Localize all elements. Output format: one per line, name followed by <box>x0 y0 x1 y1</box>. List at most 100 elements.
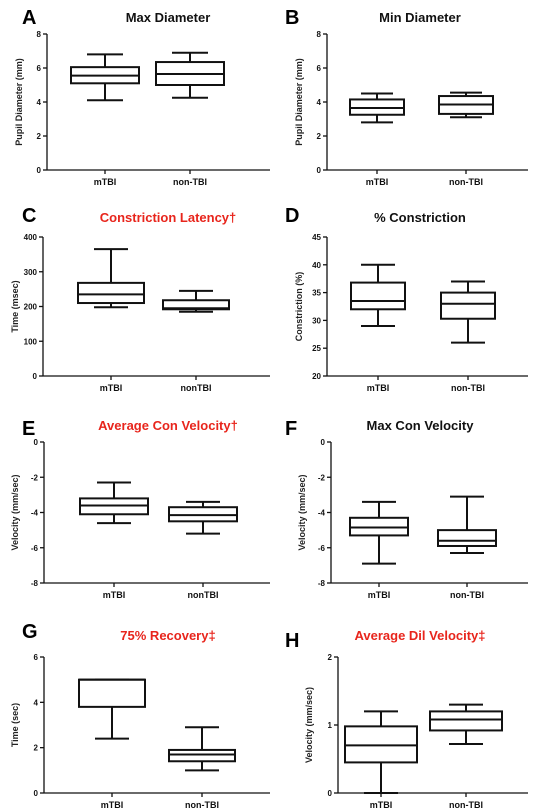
box-nontbi <box>162 289 230 313</box>
y-tick-label: 25 <box>312 344 321 353</box>
y-tick-label: 0 <box>317 166 322 175</box>
chart-title: Max Diameter <box>126 10 211 25</box>
chart-title: Average Con Velocity† <box>98 418 238 433</box>
y-tick-label: -4 <box>318 509 326 518</box>
x-tick-label: mTBI <box>94 177 117 187</box>
iqr-box <box>440 291 496 320</box>
x-tick-label: mTBI <box>100 383 123 393</box>
chart-title: Constriction Latency† <box>100 210 237 225</box>
panel-letter: C <box>22 205 36 227</box>
box-mtbi <box>70 53 140 102</box>
y-axis-title: Time (msec) <box>10 280 20 332</box>
iqr-box <box>429 710 503 732</box>
iqr-box <box>168 748 236 763</box>
y-axis-title: Constriction (%) <box>294 272 304 342</box>
iqr-box <box>78 678 146 708</box>
panel-letter: A <box>22 7 36 29</box>
panel-a: A Max Diameter Pupil Diameter (mm) 0 2 4 6 8 mTB… <box>14 7 270 187</box>
box-nontbi <box>438 91 494 119</box>
box-mtbi <box>78 678 146 740</box>
y-tick-label: 0 <box>34 789 39 798</box>
iqr-box <box>437 529 497 547</box>
x-tick-label: non-TBI <box>449 177 483 187</box>
iqr-box <box>344 725 418 764</box>
panel-letter: F <box>285 418 297 440</box>
y-axis-title: Time (sec) <box>10 703 20 747</box>
box-mtbi <box>79 481 149 525</box>
x-tick-label: mTBI <box>101 800 124 810</box>
x-tick-label: nonTBI <box>188 590 219 600</box>
y-axis-title: Velocity (mm/sec) <box>10 474 20 550</box>
panel-letter: H <box>285 630 299 652</box>
y-tick-label: 4 <box>34 698 39 707</box>
y-tick-label: 6 <box>37 64 42 73</box>
x-tick-label: mTBI <box>366 177 389 187</box>
x-tick-label: non-TBI <box>449 800 483 810</box>
chart-title: Min Diameter <box>379 10 461 25</box>
iqr-box <box>162 299 230 311</box>
y-tick-label: 45 <box>312 233 321 242</box>
box-nontbi <box>155 51 225 99</box>
panel-f: F Max Con Velocity Velocity (mm/sec) -8 -6 -4… <box>285 418 528 600</box>
box-nontbi <box>168 500 238 535</box>
y-tick-label: 300 <box>24 268 38 277</box>
x-tick-label: mTBI <box>103 590 126 600</box>
chart-title: 75% Recovery‡ <box>120 628 215 643</box>
y-tick-label: -6 <box>31 544 39 553</box>
y-tick-label: 0 <box>321 438 326 447</box>
box-nontbi <box>429 703 503 746</box>
y-tick-label: 200 <box>24 303 38 312</box>
x-tick-label: non-TBI <box>451 383 485 393</box>
box-mtbi <box>349 92 405 124</box>
y-tick-label: 35 <box>312 289 321 298</box>
y-tick-label: 1 <box>328 721 333 730</box>
y-tick-label: 400 <box>24 233 38 242</box>
panel-b: B Min Diameter Pupil Diameter (mm) 0 2 4 6 8 mTB… <box>285 7 528 187</box>
chart-title: % Constriction <box>374 210 466 225</box>
panel-d: D % Constriction Constriction (%) 20 25 30 35 4… <box>285 205 528 393</box>
y-axis-title: Pupil Diameter (mm) <box>14 58 24 146</box>
y-tick-label: 20 <box>312 372 321 381</box>
y-tick-label: 0 <box>33 372 38 381</box>
y-tick-label: 4 <box>37 98 42 107</box>
panel-letter: B <box>285 7 299 29</box>
y-tick-label: -8 <box>31 579 39 588</box>
y-tick-label: 6 <box>317 64 322 73</box>
y-tick-label: 6 <box>34 653 39 662</box>
y-axis-title: Velocity (mm/sec) <box>304 687 314 763</box>
box-mtbi <box>344 710 418 794</box>
box-nontbi <box>437 495 497 555</box>
y-tick-label: 8 <box>37 30 42 39</box>
y-tick-label: 40 <box>312 261 321 270</box>
panel-e: E Average Con Velocity† Velocity (mm/sec) -… <box>10 418 270 600</box>
panel-c: C Constriction Latency† Time (msec) 0 100 200… <box>10 205 270 393</box>
y-axis-title: Pupil Diameter (mm) <box>294 58 304 146</box>
panel-letter: G <box>22 621 38 643</box>
iqr-box <box>77 281 145 305</box>
y-tick-label: 8 <box>317 30 322 39</box>
box-nontbi <box>168 726 236 772</box>
y-tick-label: 30 <box>312 316 321 325</box>
box-nontbi <box>440 280 496 344</box>
x-tick-label: non-TBI <box>185 800 219 810</box>
y-tick-label: -2 <box>318 473 326 482</box>
x-tick-label: non-TBI <box>450 590 484 600</box>
panel-letter: E <box>22 418 35 440</box>
x-tick-label: non-TBI <box>173 177 207 187</box>
box-mtbi <box>350 263 406 327</box>
x-tick-label: mTBI <box>367 383 390 393</box>
chart-title: Max Con Velocity <box>367 418 475 433</box>
box-mtbi <box>349 500 409 565</box>
y-tick-label: -8 <box>318 579 326 588</box>
chart-title: Average Dil Velocity‡ <box>354 628 485 643</box>
y-tick-label: 2 <box>317 132 322 141</box>
x-tick-label: mTBI <box>368 590 391 600</box>
y-tick-label: 0 <box>34 438 39 447</box>
y-tick-label: 0 <box>37 166 42 175</box>
y-tick-label: 2 <box>37 132 42 141</box>
y-tick-label: -2 <box>31 473 39 482</box>
box-mtbi <box>77 248 145 309</box>
y-tick-label: -6 <box>318 544 326 553</box>
y-tick-label: -4 <box>31 509 39 518</box>
